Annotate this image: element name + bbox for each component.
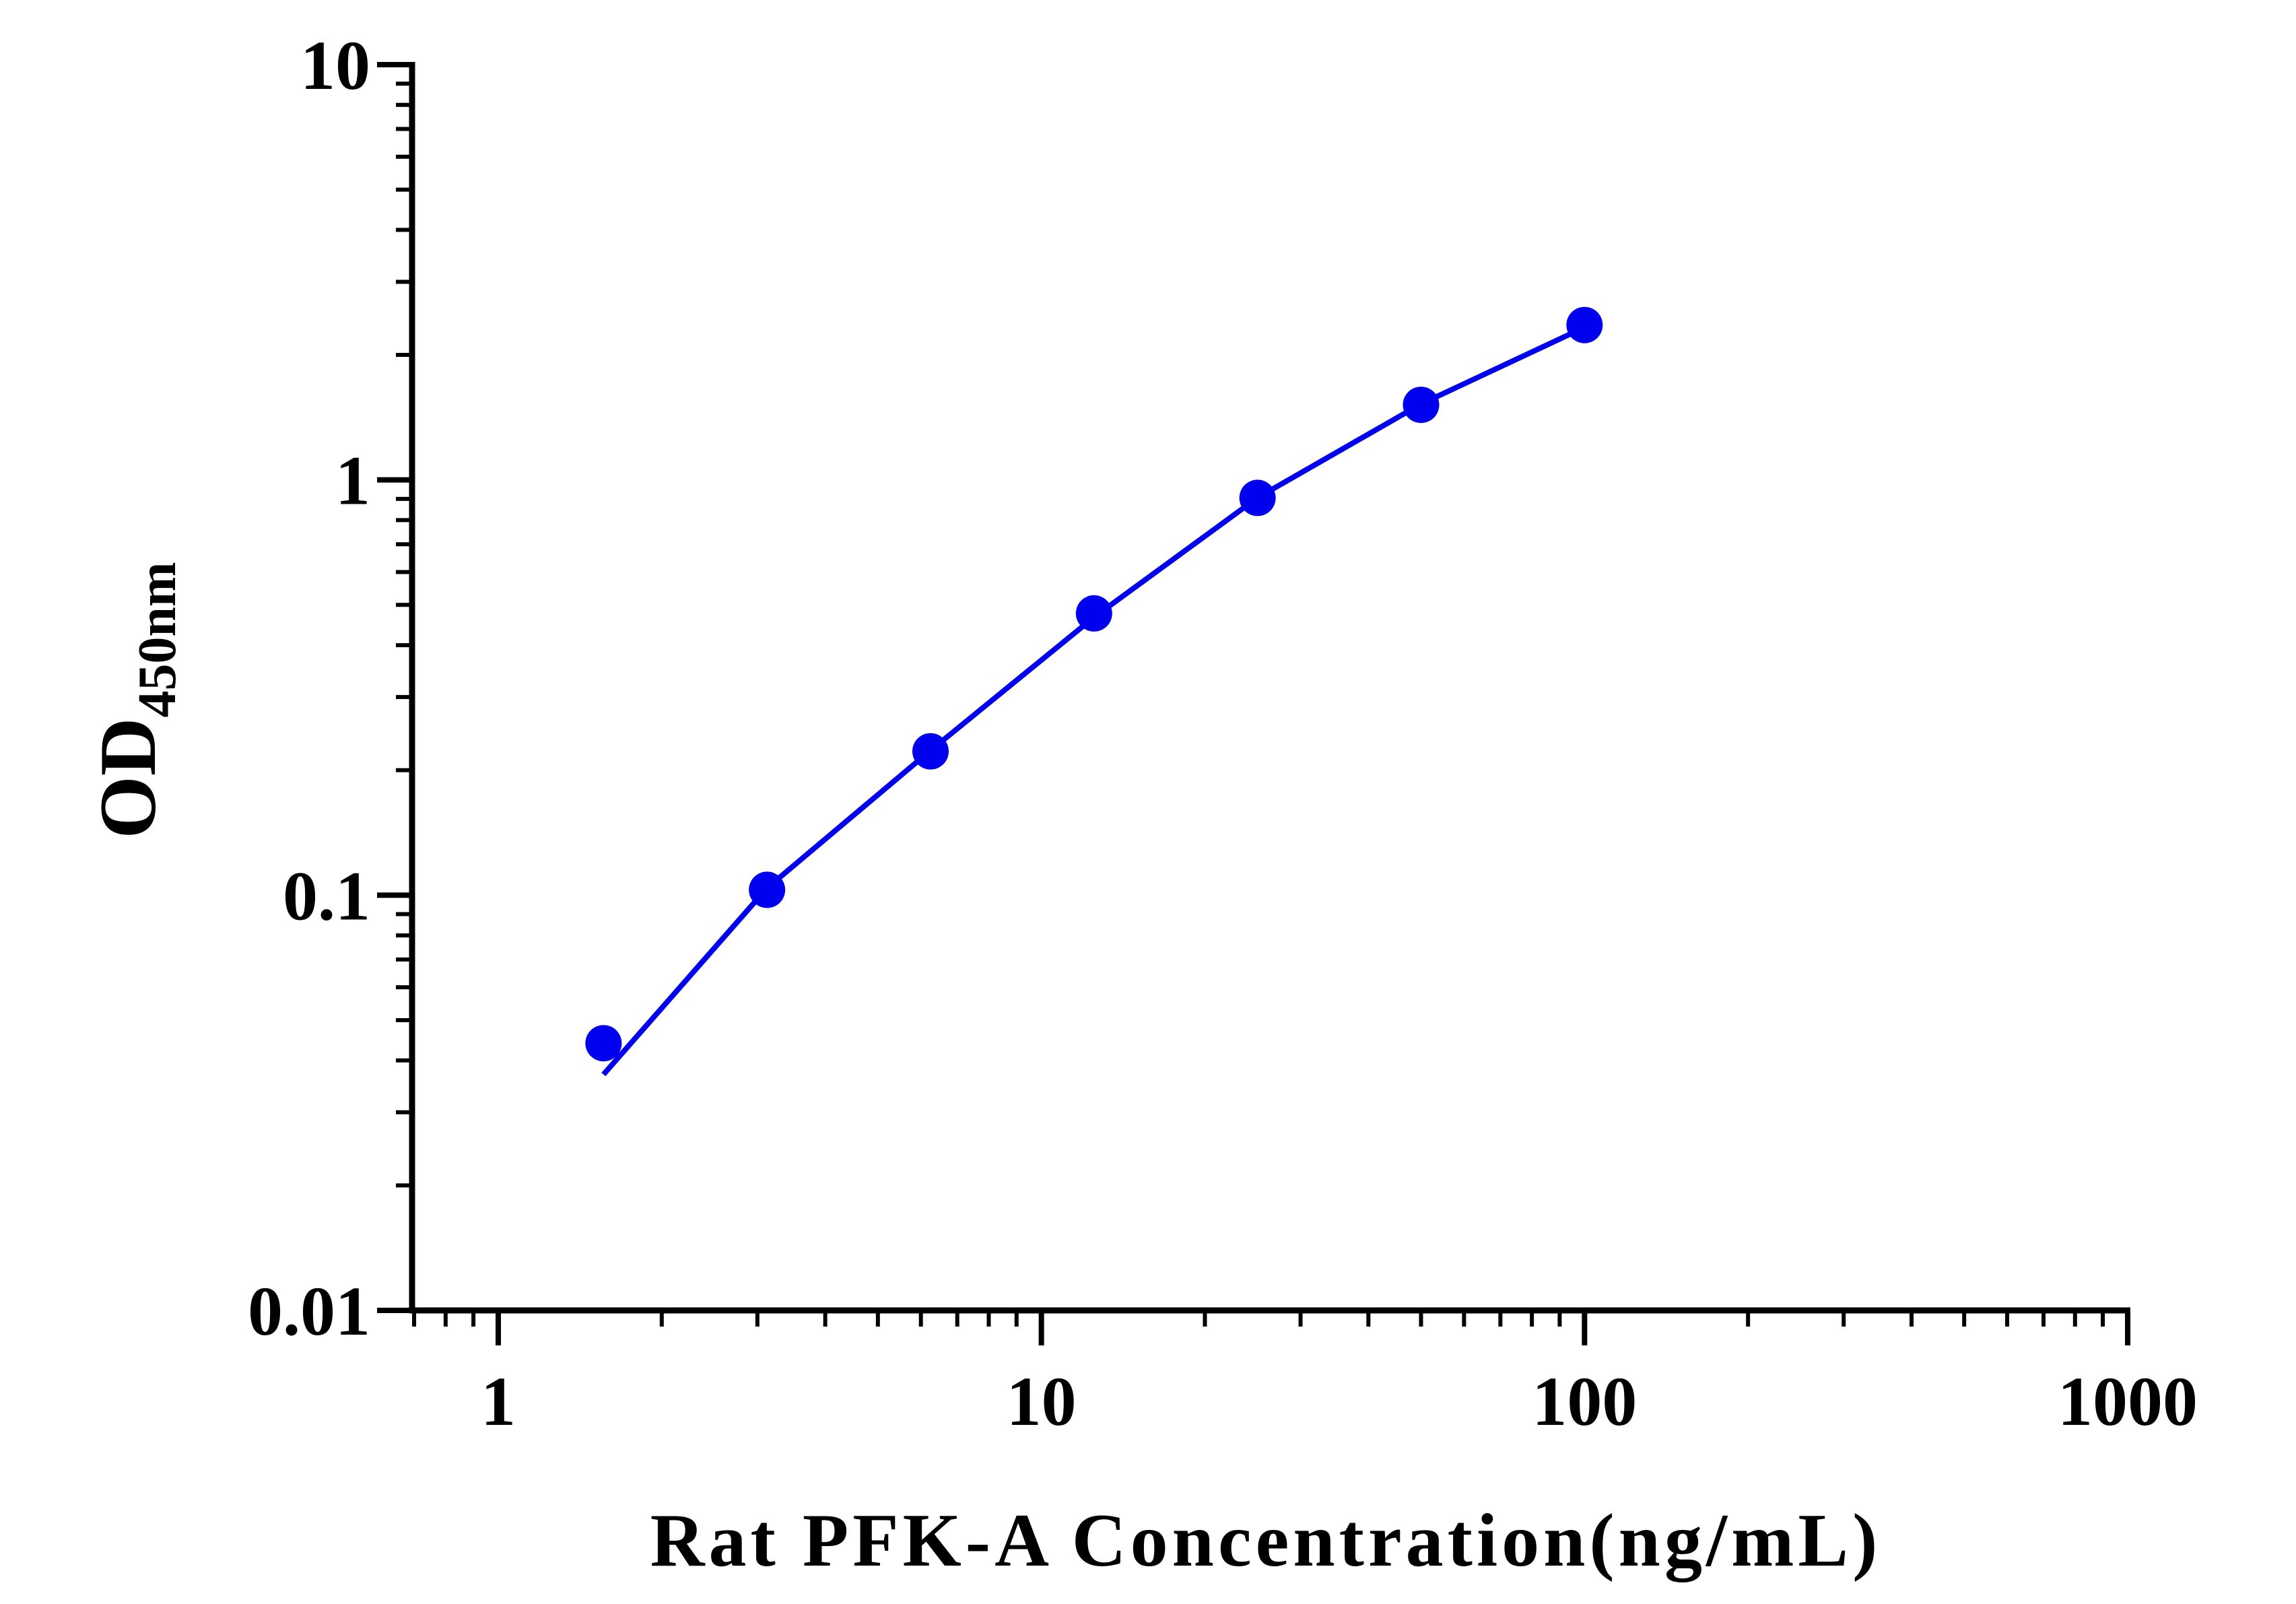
y-tick-label: 0.1	[283, 857, 370, 935]
data-point	[1566, 306, 1603, 343]
data-point	[1075, 595, 1112, 632]
data-points	[585, 306, 1603, 1062]
fit-curve	[601, 325, 1586, 1077]
axes	[409, 62, 2130, 1314]
y-axis-ticks: 0.01 0.1 1 10	[248, 27, 412, 1350]
data-point	[912, 733, 949, 770]
x-tick-label: 100	[1532, 1363, 1637, 1440]
y-tick-label: 10	[300, 27, 370, 104]
x-axis-ticks: 1 10 100 1000	[412, 1310, 2198, 1440]
y-axis-title: OD450nm	[83, 562, 187, 838]
x-tick-label: 1000	[2058, 1363, 2198, 1440]
y-tick-label: 0.01	[248, 1273, 370, 1350]
fit-curve-group	[601, 325, 1586, 1077]
y-axis-title-main: OD	[83, 718, 172, 839]
data-point	[585, 1025, 622, 1062]
data-point	[1239, 479, 1276, 516]
y-axis-title-subscript: 450nm	[128, 562, 187, 717]
data-point	[749, 871, 786, 908]
x-tick-label: 10	[1007, 1363, 1077, 1440]
x-tick-label: 1	[481, 1363, 516, 1440]
y-tick-label: 1	[335, 442, 370, 520]
data-point	[1403, 387, 1440, 424]
x-axis-title: Rat PFK-A Concentration(ng/mL)	[650, 1499, 1882, 1582]
